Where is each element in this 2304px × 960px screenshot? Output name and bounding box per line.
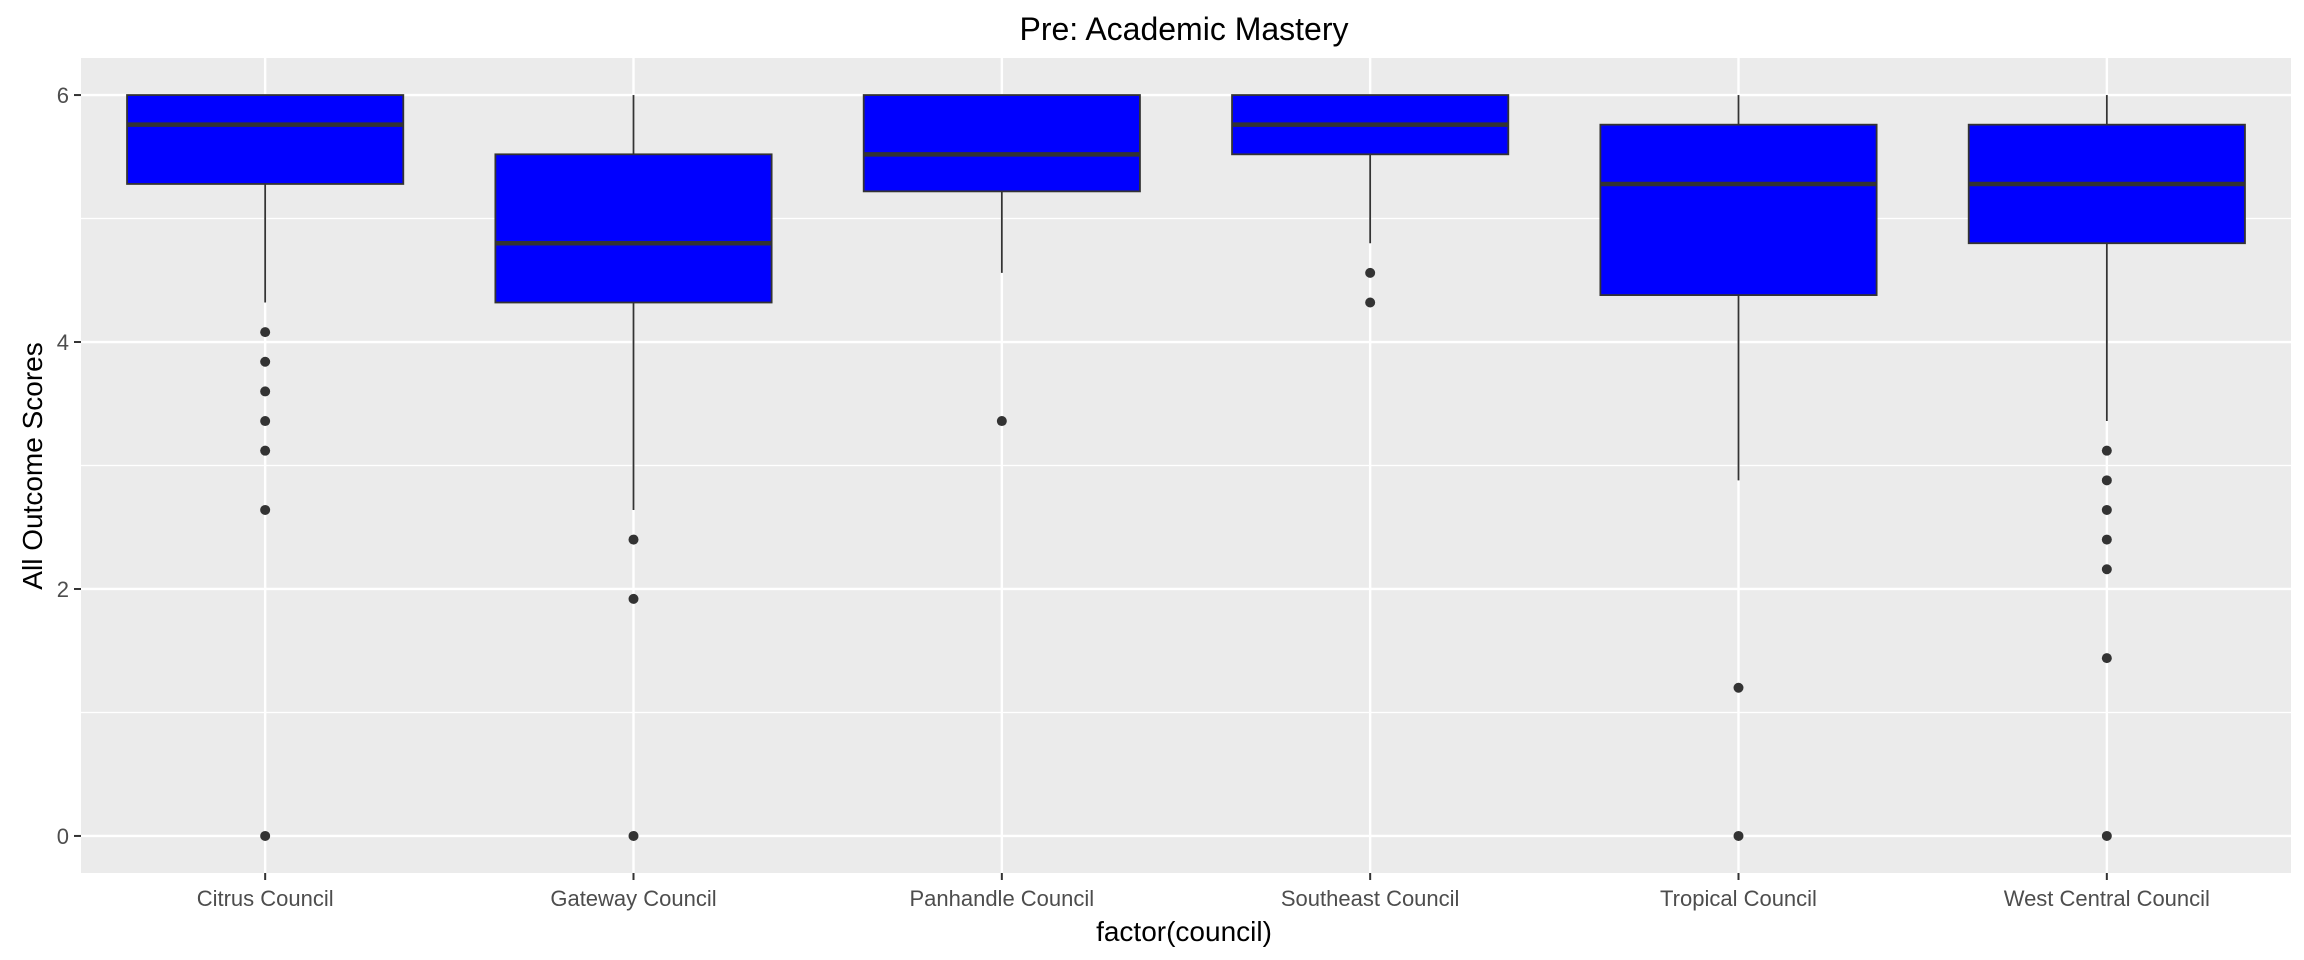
boxes-layer	[126, 94, 2246, 841]
x-tick-label: Gateway Council	[550, 886, 716, 911]
x-tick-label: Citrus Council	[197, 886, 334, 911]
outlier-point	[260, 386, 271, 397]
y-tick-label: 0	[57, 824, 69, 849]
outlier-point	[260, 830, 271, 841]
box-iqr	[862, 94, 1141, 193]
outlier-point	[260, 416, 271, 427]
outlier-point	[1733, 830, 1744, 841]
outlier-point	[260, 327, 271, 338]
box-3	[862, 94, 1141, 427]
x-tick-label: Tropical Council	[1660, 886, 1817, 911]
outlier-point	[260, 356, 271, 367]
box-4	[1231, 94, 1510, 308]
x-axis: Citrus Council Gateway Council Panhandle C…	[197, 873, 2210, 911]
outlier-point	[2101, 445, 2112, 456]
chart-title: Pre: Academic Mastery	[1020, 11, 1349, 47]
outlier-point	[1365, 297, 1376, 308]
outlier-point	[260, 445, 271, 456]
outlier-point	[2101, 475, 2112, 486]
y-tick-label: 2	[57, 577, 69, 602]
x-tick-label: Panhandle Council	[909, 886, 1094, 911]
y-tick-label: 4	[57, 330, 69, 355]
outlier-point	[2101, 504, 2112, 515]
box-iqr	[126, 94, 405, 185]
outlier-point	[2101, 653, 2112, 664]
x-axis-title: factor(council)	[1096, 916, 1272, 947]
outlier-point	[996, 416, 1007, 427]
box-2	[494, 95, 773, 841]
y-tick-label: 6	[57, 83, 69, 108]
outlier-point	[628, 830, 639, 841]
box-6	[1967, 95, 2246, 841]
outlier-point	[2101, 534, 2112, 545]
y-axis: 0 2 4 6	[57, 83, 81, 849]
outlier-point	[2101, 564, 2112, 575]
outlier-point	[2101, 830, 2112, 841]
outlier-point	[1365, 267, 1376, 278]
box-1	[126, 94, 405, 841]
box-iqr	[1599, 123, 1878, 296]
x-tick-label: Southeast Council	[1281, 886, 1460, 911]
box-5	[1599, 95, 1878, 841]
outlier-point	[260, 504, 271, 515]
outlier-point	[628, 534, 639, 545]
outlier-point	[1733, 682, 1744, 693]
y-axis-title: All Outcome Scores	[17, 342, 48, 589]
box-iqr	[494, 153, 773, 304]
x-tick-label: West Central Council	[2004, 886, 2210, 911]
outlier-point	[628, 593, 639, 604]
